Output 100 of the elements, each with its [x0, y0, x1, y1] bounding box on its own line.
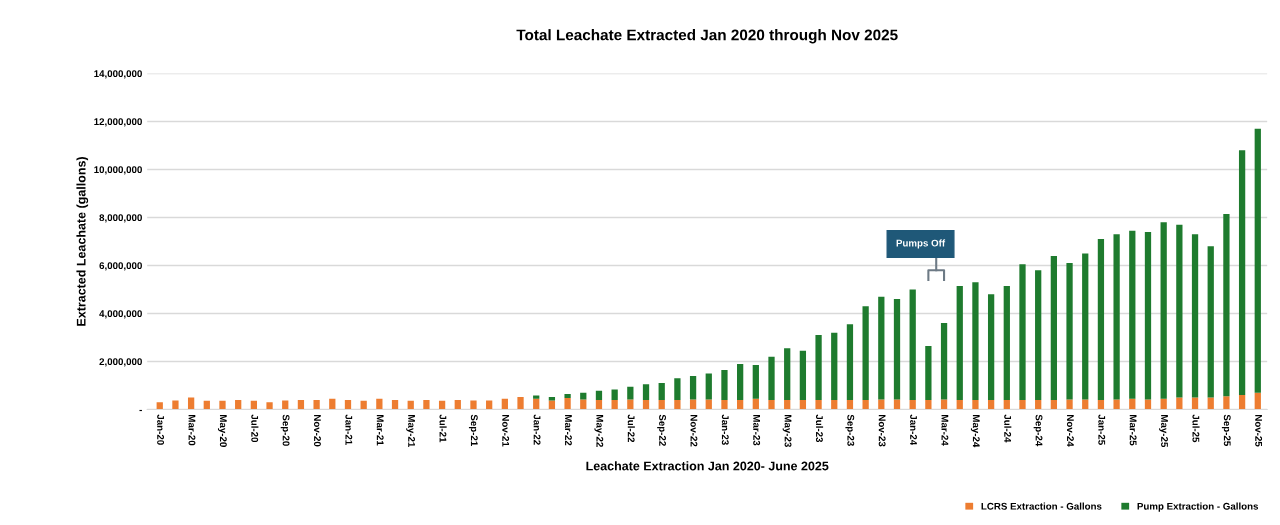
- x-tick-label: Sep-25: [1221, 414, 1231, 446]
- bar: [1254, 392, 1261, 410]
- bar: [815, 399, 822, 410]
- y-axis-title: Extracted Leachate (gallons): [76, 157, 89, 326]
- bar: [878, 399, 885, 410]
- x-tick-label: Mar-21: [376, 415, 384, 446]
- bar: [627, 399, 634, 410]
- legend-label: LCRS Extraction - Gallons: [981, 502, 1102, 510]
- bar: [768, 356, 775, 400]
- bar: [235, 399, 242, 410]
- bar: [1035, 399, 1042, 410]
- bar: [815, 335, 822, 400]
- bar: [893, 299, 901, 400]
- bar: [674, 399, 681, 410]
- bar: [1113, 399, 1120, 410]
- bar: [1113, 234, 1120, 400]
- x-tick-label: May-21: [406, 415, 415, 448]
- x-tick-label: May-24: [970, 415, 980, 448]
- x-tick-label: Mar-25: [1129, 415, 1137, 446]
- bar: [1160, 222, 1167, 399]
- bar: [799, 350, 807, 400]
- x-tick-label: Jan-24: [910, 414, 917, 446]
- bar: [282, 400, 289, 410]
- bar: [768, 399, 775, 410]
- bar: [266, 402, 273, 410]
- bar: [1082, 399, 1089, 410]
- bar: [987, 294, 995, 400]
- x-tick-label: Jan-20: [157, 414, 165, 445]
- bar: [172, 400, 179, 410]
- bar: [564, 393, 571, 398]
- annotation: Pumps Off: [896, 239, 946, 249]
- bar: [642, 399, 650, 410]
- bar: [533, 395, 540, 399]
- x-tick-label: Mar-23: [753, 415, 761, 446]
- x-tick-label: Sep-23: [845, 414, 855, 446]
- bar: [909, 289, 916, 400]
- bar: [611, 399, 618, 410]
- x-tick-label: May-22: [594, 415, 604, 447]
- x-tick-label: Nov-22: [690, 415, 698, 447]
- bar: [674, 378, 681, 400]
- x-tick-label: Jan-23: [721, 414, 729, 445]
- bar: [846, 324, 854, 400]
- bar: [548, 400, 556, 410]
- x-tick-label: May-25: [1159, 415, 1168, 448]
- bar: [737, 363, 744, 400]
- bar: [956, 285, 963, 400]
- bar: [1238, 150, 1246, 396]
- bar: [925, 345, 932, 400]
- x-tick-label: May-20: [217, 415, 227, 447]
- bar: [878, 296, 885, 400]
- x-tick-label: Nov-20: [314, 415, 321, 447]
- x-tick-label: Jan-25: [1098, 414, 1106, 445]
- y-tick-label: 14,000,000: [94, 70, 142, 79]
- bar: [1035, 270, 1042, 400]
- legend-label: Pump Extraction - Gallons: [1137, 502, 1259, 512]
- y-tick-label: 2,000,000: [99, 358, 142, 367]
- bar: [1223, 396, 1230, 410]
- bar: [956, 399, 963, 410]
- bar: [611, 389, 618, 400]
- x-tick-label: Nov-21: [502, 415, 510, 447]
- x-tick-label: Sep-22: [657, 414, 666, 446]
- x-tick-label: Jul-22: [627, 414, 635, 443]
- bar: [862, 399, 869, 410]
- bar: [721, 399, 728, 410]
- x-tick-label: Nov-25: [1255, 415, 1263, 447]
- x-tick-label: Jan-21: [345, 414, 353, 445]
- bar: [1129, 230, 1136, 399]
- bar: [784, 399, 791, 410]
- bar: [595, 390, 603, 400]
- bar: [831, 399, 838, 410]
- bar: [1003, 285, 1010, 400]
- bar: [1019, 399, 1026, 410]
- bar: [737, 399, 744, 410]
- bar: [1254, 128, 1261, 393]
- bar: [721, 369, 728, 400]
- bar: [909, 399, 916, 410]
- bar: [1191, 234, 1199, 398]
- bar: [1050, 255, 1057, 400]
- bar: [658, 399, 665, 410]
- bar: [925, 399, 932, 410]
- bar: [705, 399, 712, 410]
- x-tick-label: Mar-20: [188, 415, 196, 446]
- bar: [1066, 263, 1073, 400]
- y-tick-label: 10,000,000: [94, 166, 142, 175]
- bar: [705, 373, 712, 400]
- bar: [1003, 399, 1010, 410]
- bar: [423, 399, 430, 410]
- x-tick-label: Jul-24: [1004, 414, 1012, 443]
- bar: [1019, 264, 1026, 400]
- bar: [846, 399, 854, 410]
- bar: [297, 399, 305, 410]
- bar: [893, 399, 901, 410]
- bar: [1144, 231, 1152, 400]
- x-axis-title: Leachate Extraction Jan 2020- June 2025: [586, 461, 829, 471]
- bar: [156, 402, 163, 410]
- bar: [1097, 399, 1105, 410]
- bar: [454, 399, 461, 410]
- bar: [658, 383, 665, 400]
- bar: [972, 282, 979, 400]
- y-tick-label: 12,000,000: [94, 118, 142, 127]
